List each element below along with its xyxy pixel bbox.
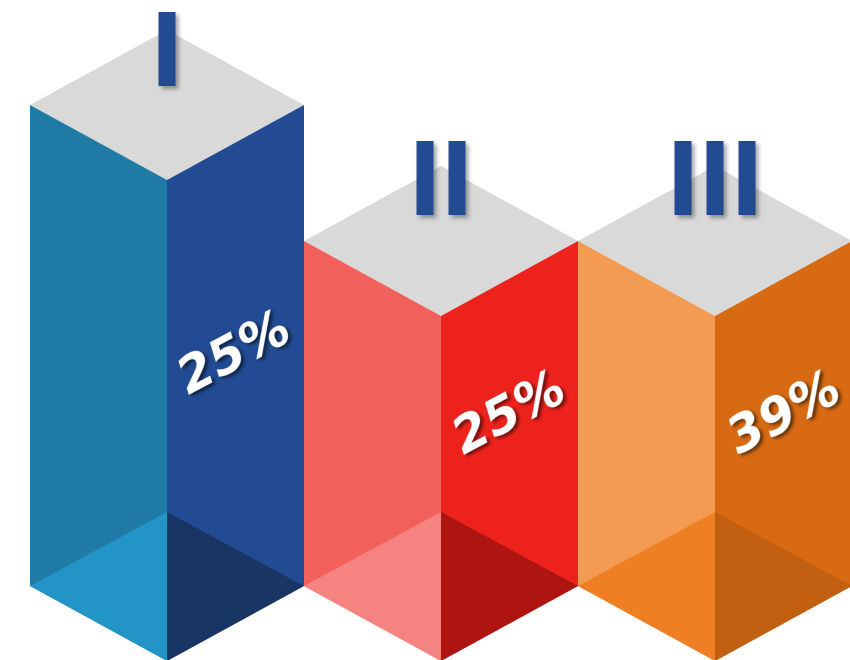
numeral-stroke (706, 141, 724, 215)
bar-bottom-left-face (304, 512, 441, 660)
bar-2: 25% (304, 141, 578, 660)
category-label-3 (674, 141, 756, 215)
bar-right-face (167, 105, 304, 660)
numeral-stroke (416, 141, 434, 215)
bar-3: 39% (578, 141, 850, 660)
category-label-2 (416, 141, 466, 215)
numeral-stroke (158, 12, 176, 86)
bar-top-face (578, 166, 850, 316)
category-label-1 (158, 12, 176, 86)
bar-bottom-right-face (167, 512, 304, 660)
bar-bottom-right-face (441, 512, 578, 660)
numeral-stroke (448, 141, 466, 215)
bar-bottom-left-face (30, 512, 167, 660)
bar-bottom-right-face (715, 512, 850, 660)
bar-left-face (30, 105, 167, 660)
numeral-stroke (738, 141, 756, 215)
bars-layer: 25%25% 39% (30, 12, 850, 660)
numeral-stroke (674, 141, 692, 215)
bar-1: 25% (30, 12, 304, 660)
bar-bottom-left-face (578, 512, 715, 660)
